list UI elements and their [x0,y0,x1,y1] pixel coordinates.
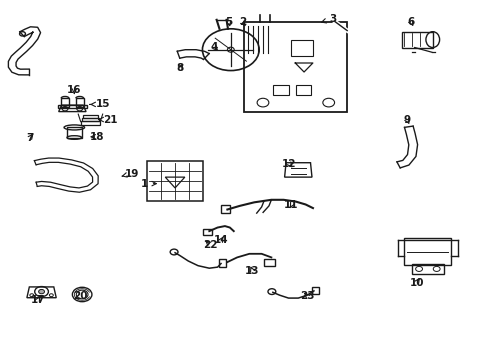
Text: 18: 18 [89,132,104,142]
Text: 11: 11 [284,200,298,210]
Bar [81,121,100,125]
Text: 12: 12 [282,159,296,169]
Text: 10: 10 [408,278,423,288]
Bar [67,127,81,138]
Bar [58,105,87,108]
Text: 21: 21 [99,114,117,125]
Text: 19: 19 [122,168,139,179]
Bar [311,287,319,294]
Text: 15: 15 [90,99,110,109]
Bar [404,238,450,265]
Bar [264,259,274,266]
Text: 22: 22 [203,240,217,250]
Bar [273,85,288,95]
Bar [290,40,313,56]
Circle shape [39,289,44,294]
Text: 17: 17 [31,294,45,305]
Text: 9: 9 [403,114,409,125]
Bar [295,85,311,95]
Circle shape [227,47,234,52]
Bar [411,264,443,274]
Bar [76,98,83,107]
Bar [61,98,69,107]
Bar [402,32,432,48]
Text: 1: 1 [141,179,156,189]
Text: 7: 7 [26,132,34,143]
Bar [221,205,229,213]
Bar [203,229,211,235]
Text: 20: 20 [73,291,88,301]
Text: 14: 14 [213,235,228,246]
Text: 4: 4 [210,42,218,52]
Text: 16: 16 [67,85,81,95]
Text: 2: 2 [239,17,245,27]
Text: 3: 3 [321,14,335,24]
Text: 8: 8 [176,63,183,73]
Text: 23: 23 [299,291,314,301]
Text: 13: 13 [244,266,259,276]
Bar [146,161,203,201]
Bar [81,118,99,121]
Bar [219,259,226,267]
Bar [244,22,346,112]
Bar [82,115,98,118]
Text: 6: 6 [407,17,413,27]
Text: 5: 5 [225,17,232,27]
